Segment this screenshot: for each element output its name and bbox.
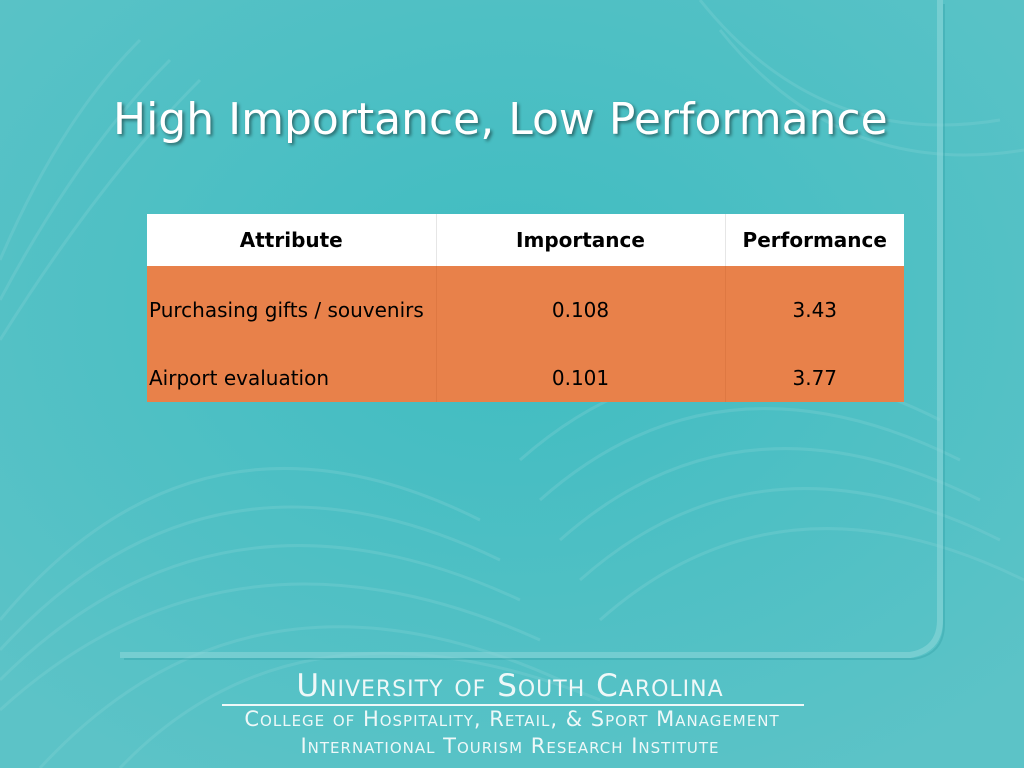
cell-importance: 0.108 bbox=[435, 266, 725, 354]
footer-institute-name: International Tourism Research Institute bbox=[300, 734, 720, 758]
table-row: Purchasing gifts / souvenirs 0.108 3.43 bbox=[147, 266, 904, 354]
table-header-row: Attribute Importance Performance bbox=[147, 214, 904, 266]
cell-importance: 0.101 bbox=[435, 354, 725, 402]
header-performance: Performance bbox=[724, 214, 904, 266]
slide-title: High Importance, Low Performance bbox=[113, 94, 888, 145]
header-attribute: Attribute bbox=[147, 214, 436, 266]
footer-university-name: University of South Carolina bbox=[296, 668, 724, 704]
cell-attribute: Purchasing gifts / souvenirs bbox=[147, 266, 436, 354]
table-row: Airport evaluation 0.101 3.77 bbox=[147, 354, 904, 402]
footer-divider bbox=[222, 704, 804, 706]
footer-college-name: College of Hospitality, Retail, & Sport … bbox=[244, 707, 780, 731]
cell-attribute: Airport evaluation bbox=[147, 354, 436, 402]
importance-performance-table: Attribute Importance Performance Purchas… bbox=[147, 214, 904, 402]
cell-performance: 3.43 bbox=[724, 266, 904, 354]
cell-performance: 3.77 bbox=[724, 354, 904, 402]
header-importance: Importance bbox=[435, 214, 725, 266]
